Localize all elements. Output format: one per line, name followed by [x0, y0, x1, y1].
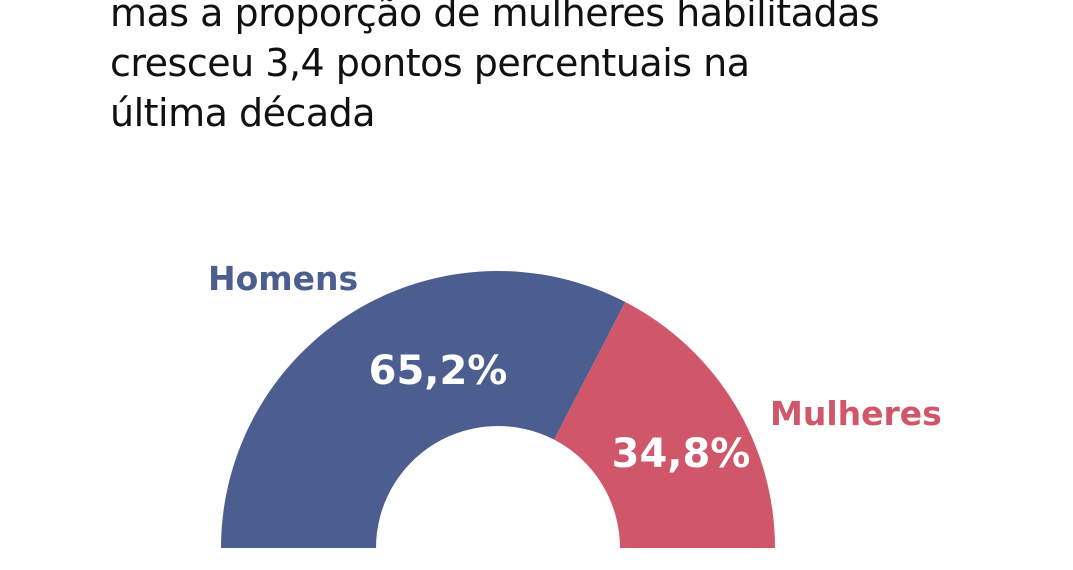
value-label-homens: 65,2% — [369, 348, 508, 394]
segment-mulheres — [554, 301, 775, 548]
value-label-mulheres: 34,8% — [612, 431, 751, 477]
chart-title: mas a proporção de mulheres habilitadas … — [110, 0, 1010, 138]
segment-homens — [221, 271, 626, 548]
title-line: cresceu 3,4 pontos percentuais na — [110, 41, 750, 85]
title-line: última década — [110, 91, 376, 135]
title-line: mas a proporção de mulheres habilitadas — [110, 0, 880, 35]
category-label-homens: Homens — [208, 259, 358, 298]
category-label-mulheres: Mulheres — [770, 394, 942, 433]
